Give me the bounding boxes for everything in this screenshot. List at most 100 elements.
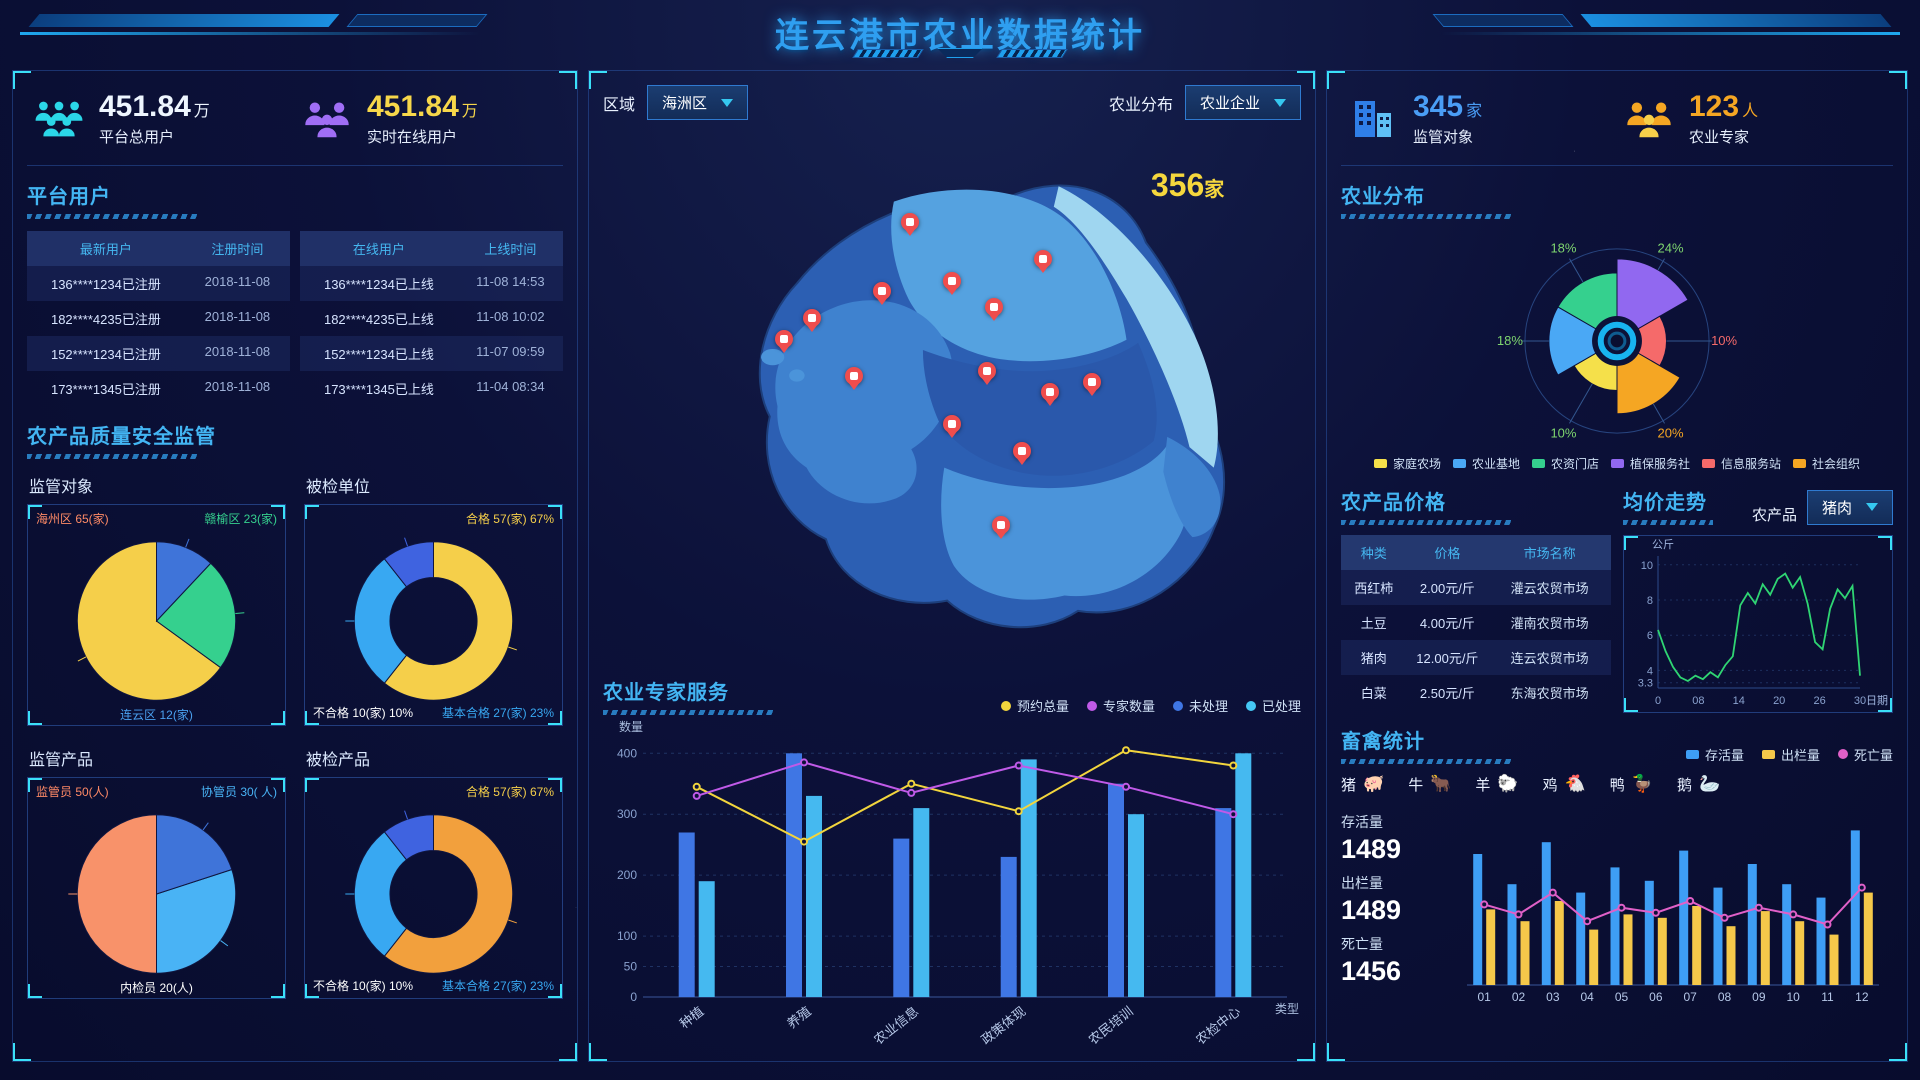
product-select-label: 农产品 [1751, 506, 1797, 524]
legend-item[interactable]: 出栏量 [1761, 745, 1820, 764]
svg-text:连云区 12(家): 连云区 12(家) [120, 707, 193, 722]
legend-item[interactable]: 农资门店 [1531, 455, 1599, 472]
svg-text:合格 57(家) 67%: 合格 57(家) 67% [466, 511, 554, 526]
table-row: 173****1345已上线 11-04 08:34 [323, 378, 545, 397]
map-pin[interactable] [943, 415, 961, 434]
svg-text:50: 50 [624, 960, 638, 974]
header-emblem [852, 48, 1068, 58]
supervised-products-panel: 监管产品 监管员 50(人) 协管员 30( 人) 内检员 20(人) [27, 746, 286, 999]
livestock-body: 存活量 1489 出栏量 1489 死亡量 1456 01 02 03 04 05 06 0… [1341, 801, 1893, 1009]
svg-text:4: 4 [1647, 665, 1653, 677]
svg-text:400: 400 [617, 746, 637, 760]
map-pin[interactable] [984, 298, 1003, 317]
svg-text:300: 300 [617, 807, 637, 821]
right-stats-row: 345 家 监管对象 123 人 农业专家 [1341, 71, 1893, 166]
section-price-trend: 均价走势 [1623, 486, 1713, 525]
inspected-products-panel: 被检产品 合格 57(家) 67% 基本合格 27(家) 23% 不合格 10(家)… [304, 746, 563, 999]
svg-text:农检中心: 农检中心 [1193, 1004, 1243, 1048]
chevron-down-icon [1866, 503, 1878, 511]
product-select[interactable]: 猪肉 [1806, 489, 1893, 525]
table-row: 136****1234已注册 2018-11-08 [27, 265, 290, 301]
platform-user-tables: 最新用户 注册时间 136****1234已注册 2018-11-08 182****4… [27, 230, 563, 406]
svg-text:10: 10 [1641, 559, 1653, 571]
svg-text:18%: 18% [1497, 333, 1523, 348]
chart-title: 监管对象 [29, 478, 94, 496]
svg-text:协管员 30( 人): 协管员 30( 人) [201, 784, 277, 799]
region-select[interactable]: 海洲区 [647, 85, 749, 120]
price-trend-header: 均价走势 农产品 猪肉 [1623, 482, 1893, 525]
price-table-section: 农产品价格 种类 价格 市场名称 西红柿 2.00元/斤 灌云农贸市场 土豆 4.00元/斤灌… [1341, 482, 1611, 713]
stat-supervised-objects-value: 345 家 [1413, 90, 1483, 123]
title-underline [1341, 758, 1511, 764]
inspected-products-donut: 合格 57(家) 67% 基本合格 27(家) 23% 不合格 10(家) 10% [304, 776, 563, 999]
legend-item[interactable]: 已处理 [1245, 696, 1301, 715]
map-pin[interactable] [775, 330, 794, 349]
chart-title: 监管产品 [29, 751, 94, 769]
legend-item[interactable]: 家庭农场 [1373, 455, 1441, 472]
legend-item[interactable]: 信息服务站 [1702, 455, 1781, 472]
chart-title: 被检产品 [306, 751, 371, 769]
svg-text:09: 09 [1752, 990, 1766, 1004]
price-sections: 农产品价格 种类 价格 市场名称 西红柿 2.00元/斤 灌云农贸市场 土豆 4.00元/斤灌… [1341, 482, 1893, 713]
map-pin[interactable] [901, 213, 920, 232]
table-row: 猪肉 12.00元/斤 连云农贸市场 [1341, 639, 1611, 675]
title-underline [1623, 519, 1713, 525]
table-row: 152****1234已上线 11-07 09:59 [300, 335, 563, 371]
svg-text:07: 07 [1683, 990, 1697, 1004]
map-pin[interactable] [803, 308, 822, 327]
table-row: 土豆 4.00元/斤 灌南农贸市场 [1360, 615, 1589, 631]
map-pin[interactable] [873, 282, 892, 301]
svg-text:30: 30 [1854, 695, 1866, 707]
svg-text:11: 11 [1821, 990, 1834, 1004]
region-map[interactable]: 356家 [603, 130, 1301, 662]
map-pin[interactable] [1012, 441, 1031, 460]
livestock-chart: 01 02 03 04 05 06 07 08 09 10 11 12 [1453, 801, 1893, 1009]
livestock-slaughter-stat: 出栏量 1489 [1341, 874, 1402, 925]
map-pin[interactable] [943, 271, 961, 290]
legend-item[interactable]: 死亡量 [1837, 745, 1893, 764]
svg-text:20%: 20% [1658, 425, 1684, 440]
legend-item[interactable]: 预约总量 [1000, 696, 1069, 715]
distribution-select[interactable]: 农业企业 [1184, 85, 1301, 120]
legend-item[interactable]: 农业基地 [1452, 455, 1520, 472]
livestock-stats: 存活量 1489 出栏量 1489 死亡量 1456 [1341, 801, 1453, 1009]
map-pin[interactable] [845, 367, 864, 386]
animal-tab-chicken[interactable]: 鸡 🐔 [1542, 774, 1586, 794]
table-row: 136****1234已上线 11-08 14:53 [300, 265, 563, 301]
animal-tab-cow[interactable]: 牛 🐂 [1408, 774, 1452, 794]
animal-tab-duck[interactable]: 鸭 🦆 [1609, 774, 1653, 794]
section-price-table: 农产品价格 [1341, 486, 1611, 525]
right-panel: 345 家 监管对象 123 人 农业专家 [1326, 70, 1908, 1062]
animal-tab-pig[interactable]: 猪 🐖 [1341, 774, 1385, 794]
chicken-icon: 🐔 [1564, 774, 1586, 793]
svg-text:04: 04 [1580, 990, 1594, 1004]
svg-text:数量: 数量 [619, 719, 643, 734]
map-pin[interactable] [1082, 372, 1101, 391]
svg-text:海州区 65(家): 海州区 65(家) [36, 511, 109, 526]
distribution-control: 农业分布 农业企业 [1109, 85, 1301, 120]
table-row: 182****4235已注册 2018-11-08 [50, 308, 271, 327]
legend-item[interactable]: 植保服务社 [1611, 455, 1690, 472]
legend-item[interactable]: 社会组织 [1793, 455, 1860, 472]
map-pin[interactable] [977, 362, 996, 381]
animal-tab-goose[interactable]: 鹅 🦢 [1676, 774, 1721, 794]
map-pin[interactable] [1040, 383, 1059, 402]
stat-online-users-value: 451.84 万 [367, 90, 478, 123]
title-underline [1341, 519, 1511, 525]
svg-text:养殖: 养殖 [784, 1004, 814, 1032]
legend-item[interactable]: 未处理 [1172, 696, 1228, 715]
legend-item[interactable]: 存活量 [1685, 745, 1744, 764]
expert-service-header: 农业专家服务 预约总量 专家数量 未处理 已处理 [603, 662, 1301, 715]
table-row: 152****1234已注册 2018-11-08 [27, 335, 290, 371]
title-underline [27, 213, 197, 219]
animal-tab-sheep[interactable]: 羊 🐑 [1475, 774, 1519, 794]
header: 连云港市农业数据统计 [0, 0, 1920, 64]
legend-item[interactable]: 专家数量 [1086, 696, 1155, 715]
title-underline [27, 453, 197, 459]
map-pin[interactable] [991, 516, 1010, 535]
svg-text:14: 14 [1733, 695, 1745, 707]
chevron-down-icon [1274, 98, 1286, 107]
map-pin[interactable] [1033, 250, 1052, 269]
chart-title: 被检单位 [306, 478, 371, 496]
